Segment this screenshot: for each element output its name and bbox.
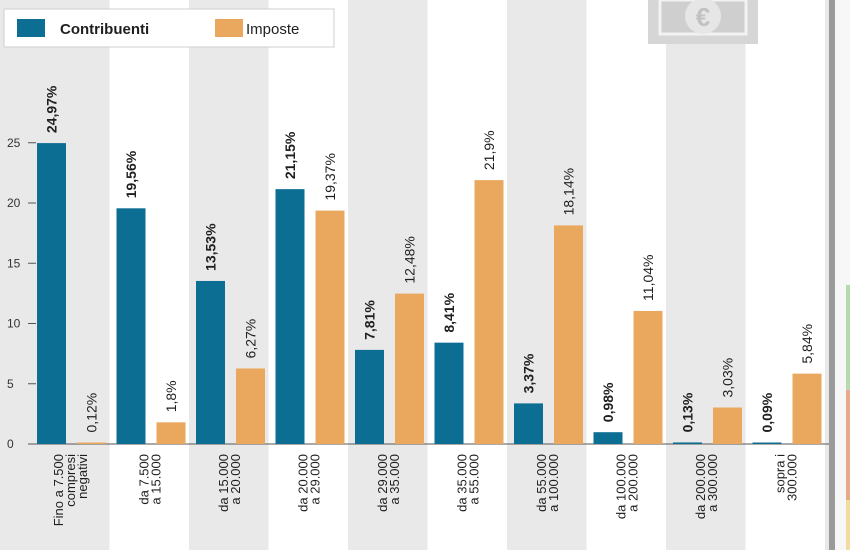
- bar-imposte: [236, 368, 265, 444]
- bar-value-labels: 24,97% 19,56% 13,53% 21,15% 7,81% 8,41% 3,37% 0…: [44, 85, 816, 432]
- category-label-line: a 300.000: [705, 454, 720, 512]
- label-imposte: 18,14%: [561, 168, 577, 215]
- category-label-line: da 55.000: [534, 454, 549, 512]
- bar-contribuenti: [752, 442, 782, 444]
- bar-contribuenti: [434, 342, 464, 444]
- label-contribuenti: 21,15%: [282, 131, 298, 179]
- category-label-line: a 55.000: [466, 454, 481, 505]
- bar-contribuenti: [355, 349, 384, 444]
- bar-imposte: [395, 293, 424, 444]
- legend-label-contribuenti: Contribuenti: [60, 21, 149, 38]
- category-band: [586, 0, 666, 550]
- label-imposte: 11,04%: [640, 255, 656, 301]
- label-contribuenti: 24,97%: [44, 85, 60, 133]
- legend-label-imposte: Imposte: [246, 21, 299, 38]
- category-label-line: da 20.000: [295, 454, 310, 512]
- side-panel-accent-red: [846, 390, 850, 500]
- category-label-line: 300.000: [784, 454, 799, 501]
- bar-imposte: [633, 310, 663, 444]
- label-contribuenti: 7,81%: [362, 300, 378, 340]
- label-imposte: 5,84%: [799, 324, 815, 364]
- category-label-line: da 200.000: [693, 454, 708, 519]
- bar-contribuenti: [673, 442, 702, 444]
- euro-banknote-icon: €: [648, 0, 758, 44]
- category-label-line: da 7.500: [136, 454, 151, 505]
- category-label-line: da 35.000: [454, 454, 469, 512]
- label-contribuenti: 13,53%: [203, 223, 219, 271]
- bar-imposte: [77, 442, 106, 444]
- label-imposte: 19,37%: [322, 153, 338, 200]
- category-label-line: da 29.000: [375, 454, 390, 512]
- category-band: [666, 0, 746, 550]
- bar-contribuenti: [275, 189, 305, 444]
- y-tick-label: 0: [7, 437, 14, 451]
- bar-imposte: [713, 407, 742, 444]
- panel-shadow: [829, 0, 835, 550]
- y-tick-label: 20: [7, 196, 21, 210]
- legend: Contribuenti Imposte: [3, 8, 335, 48]
- label-imposte: 3,03%: [720, 358, 736, 398]
- side-panel-accent-yellow: [846, 500, 850, 550]
- category-label-line: a 20.000: [228, 454, 243, 505]
- label-contribuenti: 8,41%: [441, 292, 457, 332]
- category-label-line: a 35.000: [387, 454, 402, 505]
- svg-text:€: €: [696, 2, 710, 32]
- bar-imposte: [156, 422, 186, 444]
- bar-contribuenti: [116, 208, 146, 444]
- category-label-line: da 15.000: [216, 454, 231, 512]
- y-tick-label: 25: [7, 136, 21, 150]
- label-contribuenti: 3,37%: [521, 353, 537, 393]
- label-imposte: 12,48%: [402, 236, 418, 283]
- bar-imposte: [474, 180, 504, 445]
- side-panel-accent-green: [846, 285, 850, 390]
- bar-imposte: [554, 225, 583, 444]
- label-imposte: 6,27%: [243, 319, 259, 359]
- bar-contribuenti: [593, 432, 623, 444]
- category-label-line: negativi: [75, 454, 90, 499]
- category-band: [348, 0, 428, 550]
- label-contribuenti: 0,13%: [680, 392, 696, 432]
- label-contribuenti: 0,09%: [759, 392, 775, 432]
- y-tick-label: 15: [7, 256, 21, 270]
- label-imposte: 1,8%: [163, 380, 179, 412]
- bar-imposte: [792, 373, 822, 444]
- y-tick-label: 10: [7, 317, 21, 331]
- category-band: [189, 0, 269, 550]
- legend-swatch-contribuenti: [17, 19, 45, 37]
- category-label-line: a 200.000: [625, 454, 640, 512]
- category-label-line: compresi: [63, 454, 78, 507]
- category-label-line: Fino a 7.500: [51, 454, 66, 526]
- category-label-line: da 100.000: [613, 454, 628, 519]
- legend-swatch-imposte: [215, 19, 243, 37]
- bar-contribuenti: [514, 403, 543, 444]
- bar-contribuenti: [196, 280, 225, 444]
- bar-contribuenti: [37, 143, 66, 444]
- axis-gutter: [0, 0, 30, 550]
- bar-imposte: [315, 210, 345, 444]
- label-imposte: 21,9%: [481, 130, 497, 170]
- bars: [37, 143, 822, 445]
- y-tick-label: 5: [7, 377, 14, 391]
- category-label-line: sopra i: [772, 454, 787, 493]
- category-label-line: a 100.000: [546, 454, 561, 512]
- label-imposte: 0,12%: [84, 393, 100, 433]
- category-label-line: a 15.000: [148, 454, 163, 505]
- category-band: [745, 0, 825, 550]
- label-contribuenti: 19,56%: [123, 150, 139, 198]
- category-label-line: a 29.000: [307, 454, 322, 505]
- label-contribuenti: 0,98%: [600, 382, 616, 422]
